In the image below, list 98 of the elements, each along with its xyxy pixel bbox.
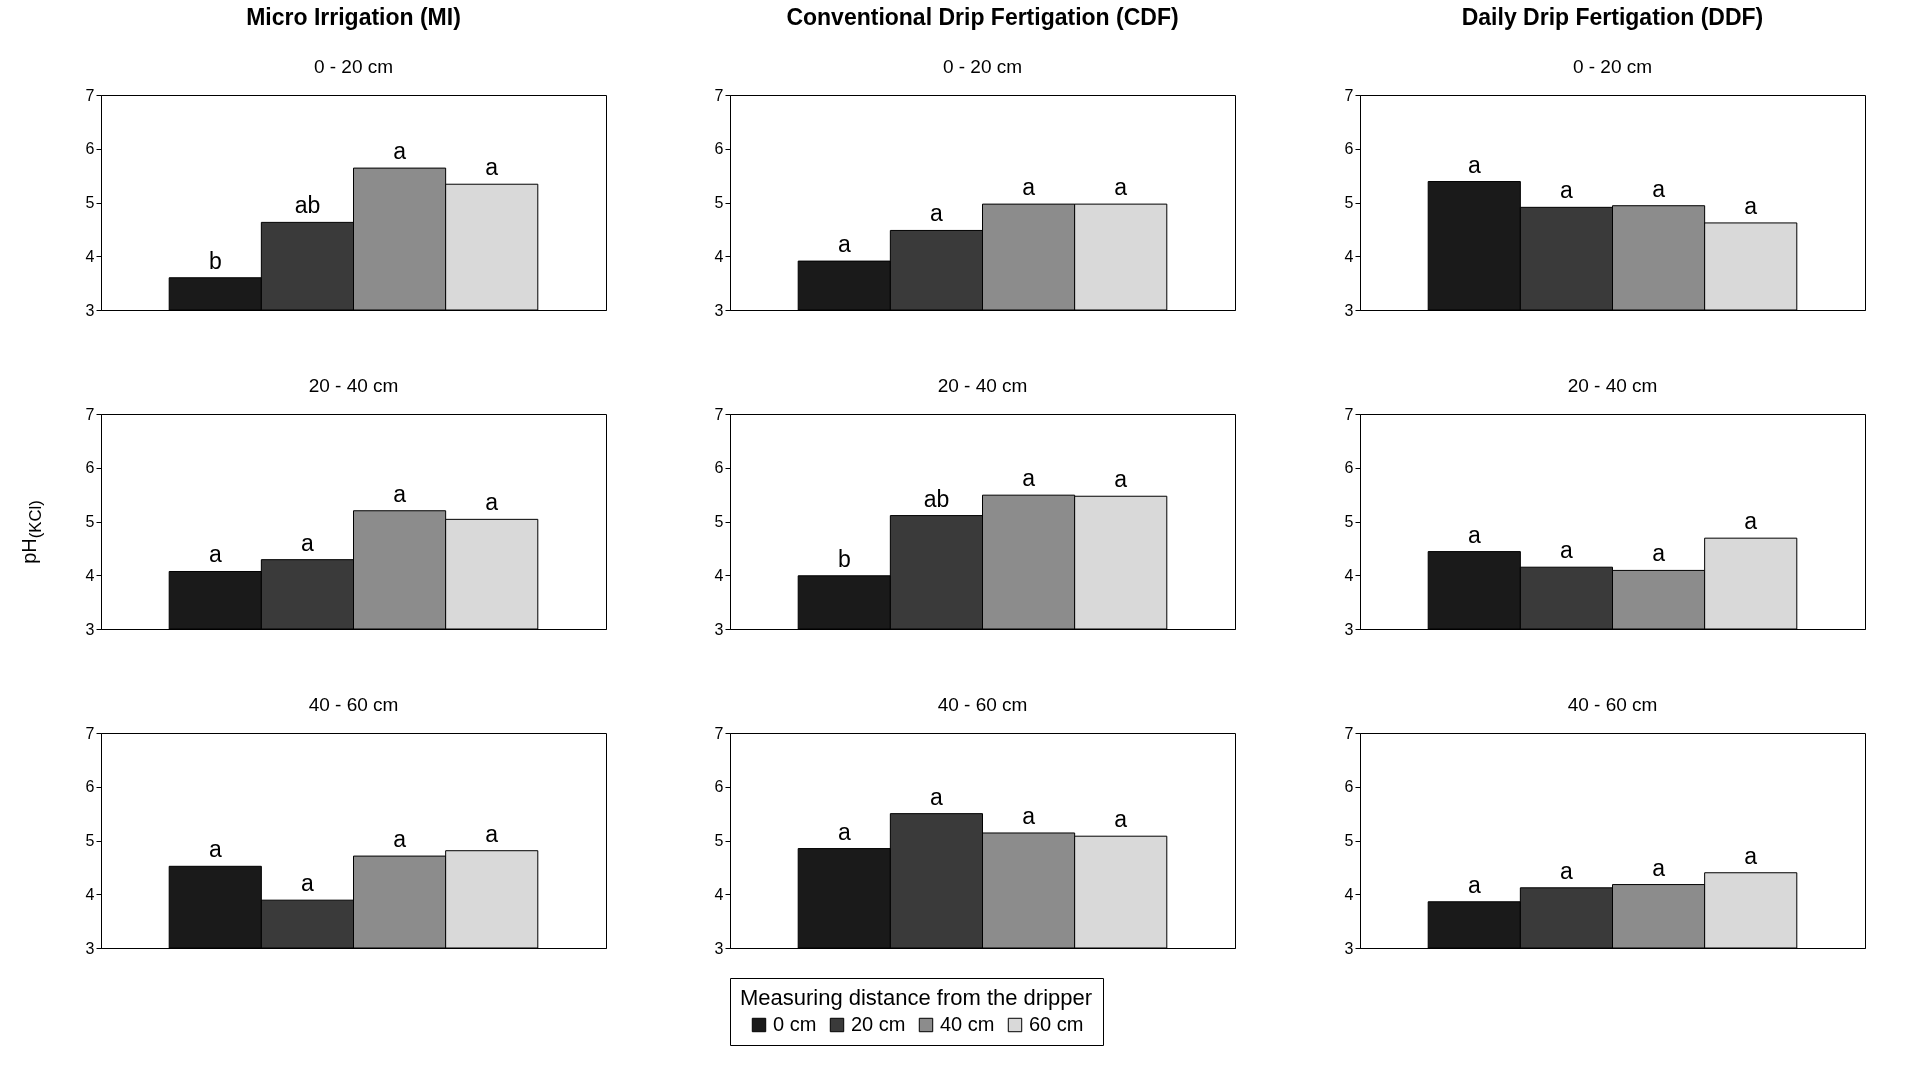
- data-label: a: [208, 836, 222, 863]
- data-label: a: [485, 820, 499, 847]
- data-label: a: [930, 200, 944, 227]
- y-tick-label: 4: [714, 566, 724, 584]
- y-tick-label: 3: [1344, 620, 1354, 638]
- y-tick-label: 6: [85, 140, 95, 158]
- y-tick-label: 7: [85, 724, 95, 742]
- data-label: ab: [294, 192, 321, 219]
- data-label: a: [1114, 466, 1128, 493]
- data-label: a: [1744, 192, 1758, 219]
- y-tick-label: 5: [714, 513, 724, 530]
- y-tick-label: 4: [85, 885, 95, 903]
- y-tick-label: 7: [85, 405, 95, 423]
- y-tick-label: 3: [85, 939, 95, 957]
- chart-subtitle: 20 - 40 cm: [308, 375, 399, 396]
- legend-label: 0 cm: [773, 1013, 817, 1035]
- legend-label: 40 cm: [940, 1013, 995, 1035]
- y-tick-label: 6: [714, 459, 724, 477]
- y-tick-label: 6: [1344, 778, 1354, 796]
- y-tick-label: 5: [85, 513, 95, 530]
- y-tick-label: 3: [1344, 301, 1354, 319]
- data-label: b: [837, 545, 851, 572]
- data-label: a: [1560, 857, 1574, 884]
- data-label: a: [1652, 175, 1666, 202]
- y-tick-label: 4: [85, 247, 95, 265]
- y-tick-label: 7: [1344, 405, 1354, 423]
- y-tick-label: 3: [714, 301, 724, 319]
- y-tick-label: 4: [1344, 247, 1354, 265]
- data-label: a: [1022, 802, 1036, 829]
- data-label: a: [301, 529, 315, 556]
- data-label: a: [208, 541, 222, 568]
- data-label: a: [1114, 806, 1128, 833]
- data-label: a: [1022, 465, 1036, 492]
- y-tick-label: 5: [1344, 513, 1354, 530]
- y-tick-label: 3: [714, 620, 724, 638]
- data-label: a: [1560, 537, 1574, 564]
- y-tick-label: 6: [85, 778, 95, 796]
- y-tick-label: 7: [1344, 86, 1354, 104]
- y-tick-label: 4: [714, 885, 724, 903]
- chart-subtitle: 40 - 60 cm: [937, 694, 1028, 715]
- chart-subtitle: 0 - 20 cm: [1572, 56, 1653, 77]
- y-tick-label: 7: [85, 86, 95, 104]
- y-tick-label: 6: [85, 459, 95, 477]
- data-label: a: [393, 480, 407, 507]
- data-label: a: [1744, 508, 1758, 535]
- chart-subtitle: 40 - 60 cm: [1567, 694, 1658, 715]
- y-tick-label: 4: [1344, 566, 1354, 584]
- data-label: a: [1467, 151, 1481, 178]
- y-tick-label: 4: [714, 247, 724, 265]
- y-tick-label: 7: [714, 724, 724, 742]
- data-label: a: [485, 154, 499, 181]
- data-label: a: [930, 783, 944, 810]
- legend-title: Measuring distance from the dripper: [739, 985, 1093, 1010]
- y-tick-label: 3: [85, 301, 95, 319]
- y-tick-label: 5: [85, 832, 95, 849]
- y-tick-label: 5: [1344, 832, 1354, 849]
- y-tick-label: 7: [714, 86, 724, 104]
- y-tick-label: 4: [85, 566, 95, 584]
- chart-subtitle: 20 - 40 cm: [937, 375, 1028, 396]
- chart-subtitle: 0 - 20 cm: [942, 56, 1023, 77]
- y-tick-label: 7: [714, 405, 724, 423]
- legend-label: 60 cm: [1029, 1013, 1084, 1035]
- data-label: a: [1467, 871, 1481, 898]
- data-label: a: [837, 818, 851, 845]
- chart-subtitle: 20 - 40 cm: [1567, 375, 1658, 396]
- data-label: b: [208, 247, 222, 274]
- data-label: ab: [923, 485, 950, 512]
- y-tick-label: 5: [714, 832, 724, 849]
- chart-subtitle: 40 - 60 cm: [308, 694, 399, 715]
- data-label: a: [837, 231, 851, 258]
- y-tick-label: 6: [714, 778, 724, 796]
- y-tick-label: 3: [85, 620, 95, 638]
- y-tick-label: 3: [1344, 939, 1354, 957]
- data-label: a: [1467, 521, 1481, 548]
- chart-title: Daily Drip Fertigation (DDF): [1461, 4, 1764, 30]
- data-label: a: [1560, 177, 1574, 204]
- data-label: a: [301, 870, 315, 897]
- y-tick-label: 7: [1344, 724, 1354, 742]
- legend-label: 20 cm: [851, 1013, 906, 1035]
- data-label: a: [1022, 174, 1036, 201]
- data-label: a: [485, 489, 499, 516]
- y-tick-label: 6: [714, 140, 724, 158]
- y-tick-label: 3: [714, 939, 724, 957]
- y-tick-label: 6: [1344, 140, 1354, 158]
- y-tick-label: 6: [1344, 459, 1354, 477]
- data-label: a: [393, 826, 407, 853]
- chart-title: Micro Irrigation (MI): [246, 4, 461, 30]
- data-label: a: [1744, 842, 1758, 869]
- data-label: a: [393, 138, 407, 165]
- data-label: a: [1652, 854, 1666, 881]
- data-label: a: [1114, 174, 1128, 201]
- chart-title: Conventional Drip Fertigation (CDF): [786, 4, 1179, 30]
- y-tick-label: 5: [714, 194, 724, 211]
- y-tick-label: 5: [85, 194, 95, 211]
- y-tick-label: 5: [1344, 194, 1354, 211]
- y-tick-label: 4: [1344, 885, 1354, 903]
- data-label: a: [1652, 540, 1666, 567]
- chart-subtitle: 0 - 20 cm: [313, 56, 394, 77]
